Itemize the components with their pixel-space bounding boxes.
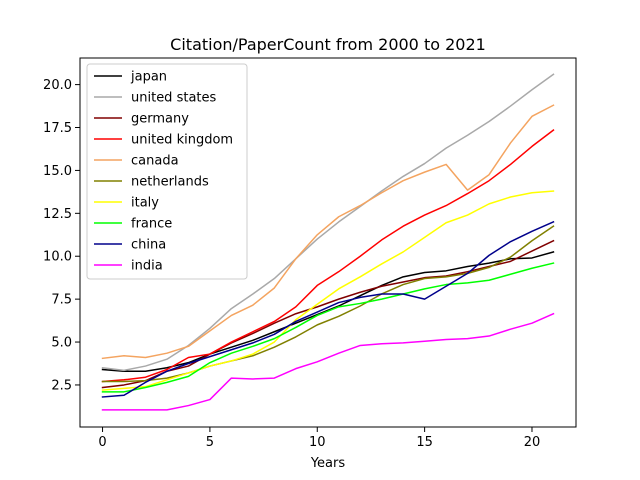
legend-label-france: france <box>131 217 172 232</box>
y-tick-label: 12.5 <box>43 207 72 222</box>
x-tick-label: 5 <box>206 435 214 450</box>
legend-box <box>86 63 248 280</box>
x-tick-label: 15 <box>416 435 433 450</box>
x-axis-label: Years <box>310 456 346 471</box>
legend-label-united-states: united states <box>131 91 217 106</box>
series-line-united-states <box>101 73 555 372</box>
legend-label-china: china <box>131 238 166 253</box>
y-tick-label: 20.0 <box>43 78 72 93</box>
y-tick-label: 15.0 <box>43 164 72 179</box>
legend: japan united states germany united kingdom c… <box>86 63 248 280</box>
plot-frame <box>79 57 577 428</box>
x-tick-label: 10 <box>309 435 326 450</box>
legend-label-canada: canada <box>131 154 179 169</box>
x-tick-label: 20 <box>524 435 541 450</box>
legend-label-japan: japan <box>130 70 167 85</box>
y-axis: 2.5 5.0 7.5 10.0 12.5 15.0 17.5 20.0 <box>43 78 80 393</box>
y-tick-label: 10.0 <box>43 250 72 265</box>
y-tick-label: 7.5 <box>51 293 72 308</box>
y-tick-label: 17.5 <box>43 121 72 136</box>
plot-series-group <box>101 73 555 411</box>
series-line-canada <box>101 104 555 360</box>
series-line-india <box>101 312 555 411</box>
legend-label-italy: italy <box>131 196 159 211</box>
chart-title: Citation/PaperCount from 2000 to 2021 <box>170 35 486 54</box>
y-tick-label: 2.5 <box>51 378 72 393</box>
x-axis: 0 5 10 15 20 <box>98 427 540 450</box>
series-line-germany <box>101 239 555 389</box>
legend-label-united-kingdom: united kingdom <box>131 133 233 148</box>
legend-label-germany: germany <box>131 112 189 127</box>
series-line-italy <box>101 190 555 391</box>
series-line-china <box>101 220 555 398</box>
legend-label-netherlands: netherlands <box>131 175 209 190</box>
series-line-united-kingdom <box>101 129 555 383</box>
series-line-france <box>101 262 555 393</box>
series-line-netherlands <box>101 225 555 383</box>
legend-label-india: india <box>131 259 163 274</box>
y-tick-label: 5.0 <box>51 336 72 351</box>
x-tick-label: 0 <box>98 435 106 450</box>
